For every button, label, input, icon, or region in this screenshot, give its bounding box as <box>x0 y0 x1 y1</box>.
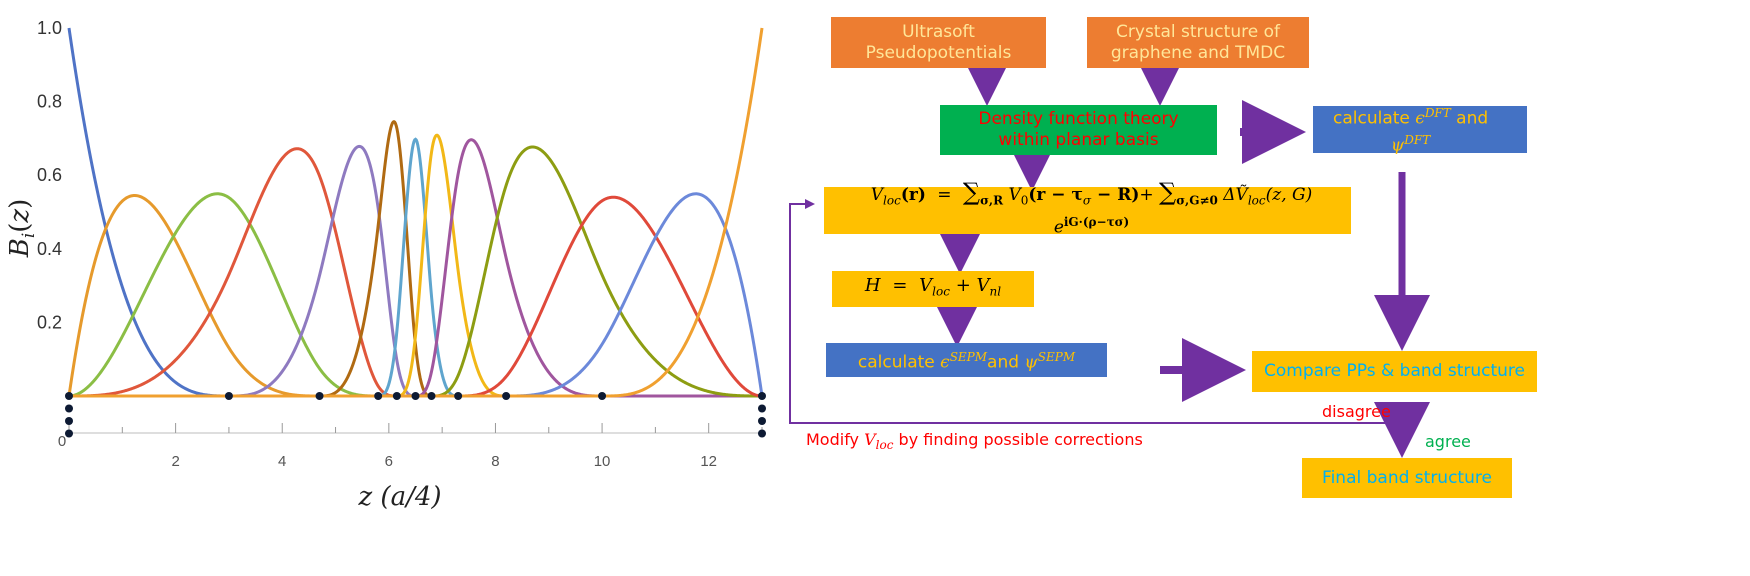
knot-multiplicity-dot <box>758 429 766 438</box>
knot-dot <box>224 392 233 400</box>
box-ultrasoft-text: Ultrasoft Pseudopotentials <box>865 21 1012 63</box>
box-crystal-structure: Crystal structure of graphene and TMDC <box>1087 17 1309 68</box>
basis-curve-3 <box>68 192 762 398</box>
box-dft-text: Density function theory within planar ba… <box>978 109 1179 150</box>
basis-curve-12 <box>69 192 764 398</box>
box-compare-text: Compare PPs & band structure <box>1264 361 1525 381</box>
box-final-text: Final band structure <box>1322 467 1492 488</box>
x-tick-label: 0 <box>58 433 66 450</box>
knot-multiplicity-dot <box>65 429 73 438</box>
label-agree: agree <box>1425 432 1471 451</box>
basis-curve-6 <box>69 119 762 398</box>
knot-dot <box>392 392 401 400</box>
x-tick-label: 12 <box>700 453 717 470</box>
x-tick-label: 2 <box>171 453 179 470</box>
box-calc-dft-text: calculate ϵDFT and ψDFT <box>1333 105 1489 156</box>
basis-curve-4 <box>69 147 762 398</box>
box-compare-pps: Compare PPs & band structure <box>1252 351 1537 392</box>
hamiltonian-equation: H = Vloc + Vnl <box>864 275 1002 299</box>
box-calculate-sepm: calculate ϵSEPMand ψSEPM <box>826 343 1107 377</box>
y-tick-label: 0.4 <box>37 239 62 259</box>
label-modify-vloc: Modify Vloc by finding possible correcti… <box>806 430 1143 453</box>
knot-dot <box>502 392 511 400</box>
box-calculate-dft: calculate ϵDFT and ψDFT <box>1313 105 1527 156</box>
x-axis-label: z (a/4) <box>357 482 441 512</box>
knot-dot <box>598 392 607 400</box>
x-tick-label: 6 <box>385 453 393 470</box>
x-tick-label: 10 <box>594 453 611 470</box>
knot-dot <box>427 392 436 400</box>
box-dft-planar-basis: Density function theory within planar ba… <box>940 105 1217 155</box>
knot-dot <box>758 392 766 400</box>
box-vloc-equation: Vloc(r) = ∑σ,R V0(r − τσ − R)+ ∑σ,G≠0 ΔV… <box>824 180 1351 238</box>
basis-curve-5 <box>69 144 762 398</box>
knot-multiplicity-dot <box>65 417 73 425</box>
basis-curve-2 <box>67 194 762 398</box>
knot-dot <box>454 392 463 400</box>
label-disagree: disagree <box>1322 402 1391 421</box>
box-crystal-text: Crystal structure of graphene and TMDC <box>1110 21 1286 63</box>
knot-dot <box>315 392 324 400</box>
knot-dot <box>411 392 420 400</box>
y-tick-label: 0.8 <box>37 92 62 112</box>
y-tick-label: 0.6 <box>37 165 62 185</box>
y-tick-label: 1.0 <box>37 18 62 38</box>
vloc-equation: Vloc(r) = ∑σ,R V0(r − τσ − R)+ ∑σ,G≠0 ΔV… <box>870 178 1313 238</box>
knot-multiplicity-dot <box>758 417 766 425</box>
box-hamiltonian: H = Vloc + Vnl <box>832 271 1034 307</box>
x-tick-label: 4 <box>278 453 286 470</box>
box-ultrasoft-pseudopotentials: Ultrasoft Pseudopotentials <box>831 17 1046 68</box>
knot-multiplicity-dot <box>65 404 73 413</box>
knot-dot <box>65 392 73 400</box>
x-tick-label: 8 <box>491 453 499 470</box>
basis-curve-11 <box>69 195 763 398</box>
knot-multiplicity-dot <box>758 404 766 413</box>
basis-curve-10 <box>69 145 762 398</box>
box-final-band-structure: Final band structure <box>1302 458 1512 498</box>
box-calc-sepm-text: calculate ϵSEPMand ψSEPM <box>857 349 1076 373</box>
knot-dot <box>374 392 383 400</box>
bspline-chart: 0.2 0.4 0.6 0.8 1.0 0 2 4 6 8 10 12 z (a/4) Bi(z) <box>5 18 766 512</box>
y-tick-label: 0.2 <box>37 312 62 332</box>
y-axis-label: Bi(z) <box>5 199 39 259</box>
